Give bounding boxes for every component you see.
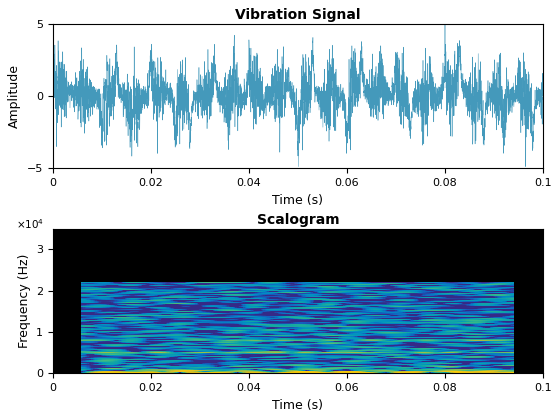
- Y-axis label: Amplitude: Amplitude: [8, 64, 21, 128]
- X-axis label: Time (s): Time (s): [272, 194, 324, 207]
- Y-axis label: Frequency (Hz): Frequency (Hz): [17, 254, 31, 348]
- Title: Vibration Signal: Vibration Signal: [235, 8, 361, 22]
- X-axis label: Time (s): Time (s): [272, 399, 324, 412]
- Title: Scalogram: Scalogram: [256, 213, 339, 228]
- Text: $\times10^4$: $\times10^4$: [16, 217, 44, 231]
